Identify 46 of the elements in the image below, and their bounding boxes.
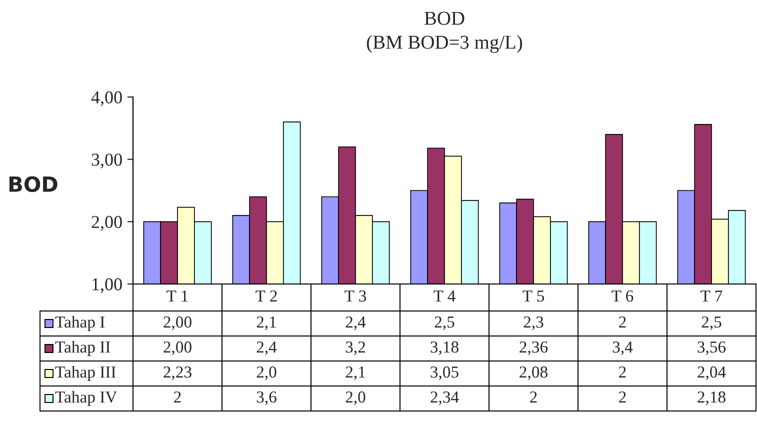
chart-title: BOD: [424, 12, 464, 25]
chart-subtitle: (BM BOD=3 mg/L): [366, 35, 522, 53]
x-tick-label: T 1: [166, 290, 188, 302]
data-label: 2,08: [520, 366, 548, 380]
data-label: 2,3: [524, 316, 544, 330]
data-label: 3,2: [346, 341, 365, 356]
data-label: 2,1: [256, 316, 276, 330]
data-label: 3,05: [430, 366, 458, 380]
data-label: 2,1: [346, 366, 365, 380]
data-label: 2,34: [430, 391, 459, 406]
x-tick-label: T 5: [522, 290, 544, 302]
data-label: 2,23: [164, 366, 192, 380]
data-label: 2,00: [164, 341, 192, 356]
data-label: 3,4: [612, 341, 633, 356]
x-tick-label: T 3: [344, 290, 366, 302]
x-tick-label: T 7: [700, 290, 722, 302]
y-axis-title: BOD: [9, 176, 58, 192]
data-label: 3,18: [430, 341, 458, 356]
x-tick-label: T 2: [256, 290, 277, 302]
data-label: 2,0: [256, 366, 276, 380]
data-label: 2,5: [434, 316, 454, 330]
data-label: 2: [530, 391, 537, 403]
data-label: 2,5: [702, 316, 722, 330]
data-label: 2: [619, 316, 626, 328]
data-label: 2,0: [346, 391, 366, 406]
y-tick-label: 1,00: [92, 278, 122, 294]
data-label: 2,18: [698, 391, 726, 406]
x-tick-label: T 6: [612, 290, 634, 302]
legend-label: Tahap I: [55, 316, 105, 332]
data-label: 2,4: [256, 341, 277, 356]
y-tick-label: 2,00: [92, 216, 122, 231]
legend-label: Tahap IV: [55, 390, 118, 406]
x-tick-label: T 4: [434, 290, 456, 302]
data-label: 2: [174, 391, 181, 403]
data-label: 2,4: [346, 316, 366, 330]
data-label: 2: [619, 391, 626, 403]
data-label: 2,00: [164, 316, 192, 330]
data-label: 2,04: [698, 366, 726, 380]
y-tick-label: 3,00: [92, 154, 122, 168]
data-label: 2,36: [520, 341, 548, 356]
data-label: 3,56: [698, 341, 726, 356]
data-label: 2: [619, 366, 626, 378]
data-label: 3,6: [256, 391, 276, 406]
legend-label: Tahap II: [55, 340, 110, 356]
legend-label: Tahap III: [55, 366, 116, 382]
y-tick-label: 4,00: [91, 91, 122, 106]
